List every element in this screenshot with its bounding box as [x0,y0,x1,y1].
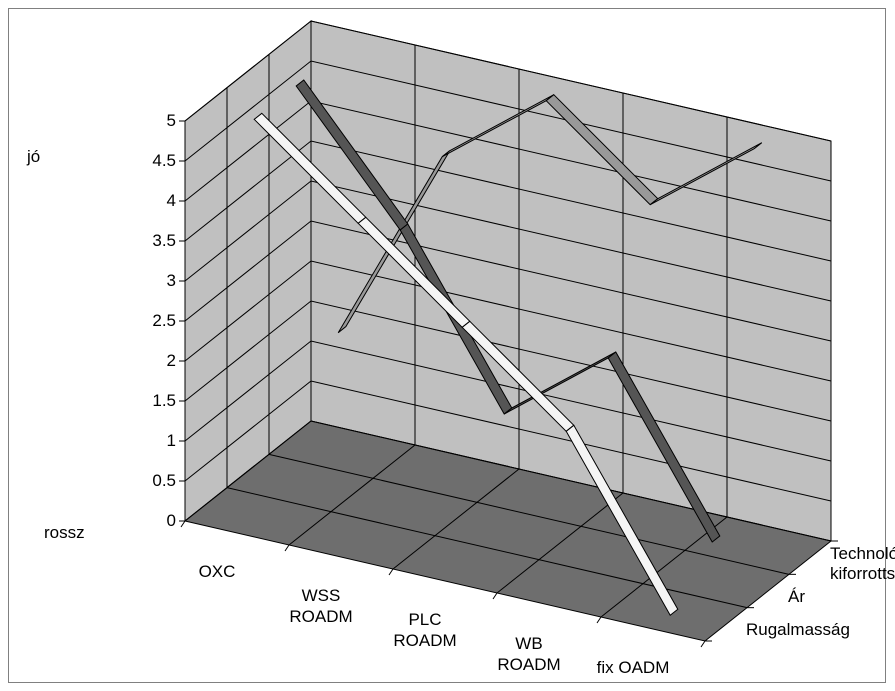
y-tick-label: 1.5 [152,391,176,410]
x-category-label: fix OADM [596,658,670,677]
series-label: Technológiakiforrottsága [830,543,895,583]
x-tick [596,616,602,624]
y-tick-label: 4.5 [152,151,176,170]
series-ribbon-segment [607,351,721,543]
series-ribbon-segment [649,142,763,206]
y-tick-label: 0 [166,511,176,530]
x-category-label: WB ROADM [497,634,561,674]
floor-gridline-x [392,468,520,570]
floor-gridline-x [496,492,624,594]
floor-gridline-z [268,453,790,575]
series-label: Ár [788,587,805,606]
y-tick-label: 2.5 [152,311,176,330]
y-tick-label: 0.5 [152,471,176,490]
y-tick-label: 1 [166,431,176,450]
y-tick-label: 2 [166,351,176,370]
x-tick [492,592,498,600]
x-tick [284,544,290,552]
y-tick-label: 3 [166,271,176,290]
x-category-label: OXC [198,562,236,581]
series-label: Rugalmasság [746,620,850,640]
floor-gridline-x [600,516,728,618]
x-category-label: WSS ROADM [289,586,353,626]
x-tick [700,640,706,648]
y-tick-label: 3.5 [152,231,176,250]
y-label-top: jó [27,147,41,166]
x-category-label: PLC ROADM [393,610,457,650]
floor-gridline-x [288,444,416,546]
y-tick-label: 5 [166,111,176,130]
x-tick [180,520,186,528]
y-tick-label: 4 [166,191,176,210]
series-ribbon-segment [565,424,679,617]
y-label-bottom: rossz [44,523,85,542]
x-tick [388,568,394,576]
